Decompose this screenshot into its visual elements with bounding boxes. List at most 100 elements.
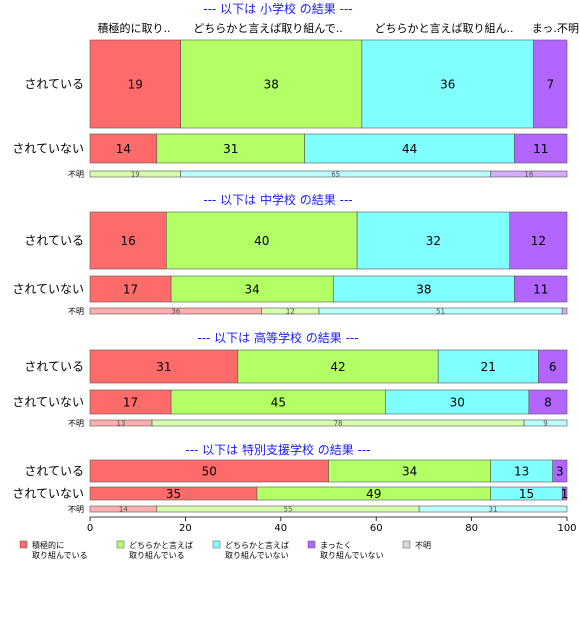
legend-swatch [212, 540, 221, 549]
data-label: 50 [202, 465, 217, 479]
data-label: 21 [481, 360, 496, 374]
data-label: 19 [128, 78, 143, 92]
bar-segment [561, 307, 568, 315]
bar-segment [514, 275, 568, 303]
data-label: 34 [402, 465, 417, 479]
category-label: どちらかと言えば取り組ん.. [375, 22, 514, 35]
row-label: されていない [12, 142, 84, 156]
x-tick-label: 60 [370, 523, 383, 534]
data-label: 31 [156, 360, 171, 374]
legend-swatch [402, 540, 411, 549]
category-label: まっ.. [532, 22, 561, 35]
data-label: 13 [514, 465, 529, 479]
data-label: 44 [402, 142, 417, 156]
bar-segment [385, 389, 530, 415]
data-label: 49 [366, 487, 381, 501]
row-label: 不明 [68, 505, 84, 514]
bar-segment [561, 486, 568, 501]
data-label: 65 [331, 171, 340, 179]
bar-segment [89, 349, 239, 384]
data-label: 8 [544, 396, 552, 410]
row-label: されている [24, 360, 84, 374]
x-tick-label: 40 [274, 523, 287, 534]
data-label: 7 [546, 78, 554, 92]
row-label: 不明 [68, 170, 84, 179]
bar-segment [418, 505, 568, 513]
bar-segment [89, 39, 181, 129]
row-label: 不明 [68, 419, 84, 428]
row-label: されている [24, 234, 84, 248]
data-label: 14 [119, 506, 128, 514]
data-label: 36 [440, 78, 455, 92]
legend-label: まったく [320, 541, 352, 550]
legend-label: どちらかと言えば [129, 540, 193, 550]
bar-segment [180, 39, 363, 129]
x-tick-label: 80 [465, 523, 478, 534]
data-label: 78 [334, 420, 343, 428]
data-label: 9 [543, 420, 547, 428]
data-label: 6 [549, 360, 557, 374]
category-label: 積極的に取り.. [98, 21, 171, 35]
data-label: 16 [524, 171, 533, 179]
legend-swatch [307, 540, 316, 549]
data-label: 38 [416, 283, 431, 297]
bar-segment [552, 459, 568, 483]
bar-segment [509, 211, 568, 270]
legend-label: 取り組んでいる [129, 550, 185, 560]
data-label: 17 [123, 283, 138, 297]
data-label: 31 [223, 142, 238, 156]
bar-segment [356, 211, 511, 270]
row-label: されている [24, 77, 84, 91]
data-label: 11 [533, 283, 548, 297]
row-label: されていない [12, 395, 84, 409]
legend-label: 不明 [415, 541, 431, 550]
data-label: 13 [117, 420, 126, 428]
data-label: 45 [271, 396, 286, 410]
x-tick-label: 20 [179, 523, 192, 534]
data-label: 32 [426, 234, 441, 248]
legend-label: 積極的に [32, 540, 64, 550]
data-label: 40 [254, 234, 269, 248]
bar-segment [514, 133, 568, 164]
data-label: 12 [531, 234, 546, 248]
bar-segment [89, 133, 158, 164]
x-tick-label: 0 [87, 523, 93, 534]
data-label: 17 [123, 396, 138, 410]
data-label: 1 [561, 487, 569, 501]
bar-segment [528, 389, 568, 415]
row-label: されていない [12, 487, 84, 501]
data-label: 36 [171, 308, 180, 316]
data-label: 19 [131, 171, 140, 179]
panel-title: --- 以下は 特別支援学校 の結果 --- [185, 442, 370, 457]
data-label: 15 [519, 487, 534, 501]
category-label: どちらかと言えば取り組んで.. [193, 22, 342, 35]
legend-label: 取り組んでいない [320, 550, 384, 560]
row-label: されている [24, 464, 84, 478]
legend-swatch [116, 540, 125, 549]
legend-label: 取り組んでいない [225, 550, 289, 560]
data-label: 42 [330, 360, 345, 374]
bar-segment [89, 275, 172, 303]
data-label: 12 [286, 308, 295, 316]
bar-segment [237, 349, 439, 384]
bar-segment [523, 419, 568, 427]
category-label: 不明 [557, 22, 579, 35]
panel-title: --- 以下は 中学校 の結果 --- [203, 192, 352, 207]
data-label: 16 [121, 234, 136, 248]
data-label: 35 [166, 487, 181, 501]
row-label: 不明 [68, 307, 84, 316]
bar-segment [156, 133, 305, 164]
bar-segment [166, 211, 358, 270]
bar-segment [332, 275, 515, 303]
legend-swatch [19, 540, 28, 549]
legend-label: どちらかと言えば [225, 540, 289, 550]
panel-title: --- 以下は 高等学校 の結果 --- [197, 330, 358, 345]
bar-segment [304, 133, 515, 164]
bar-segment [533, 39, 568, 129]
bar-segment [538, 349, 568, 384]
bar-segment [437, 349, 539, 384]
bar-segment [361, 39, 534, 129]
bar-segment [89, 211, 167, 270]
bar-segment [490, 170, 568, 178]
